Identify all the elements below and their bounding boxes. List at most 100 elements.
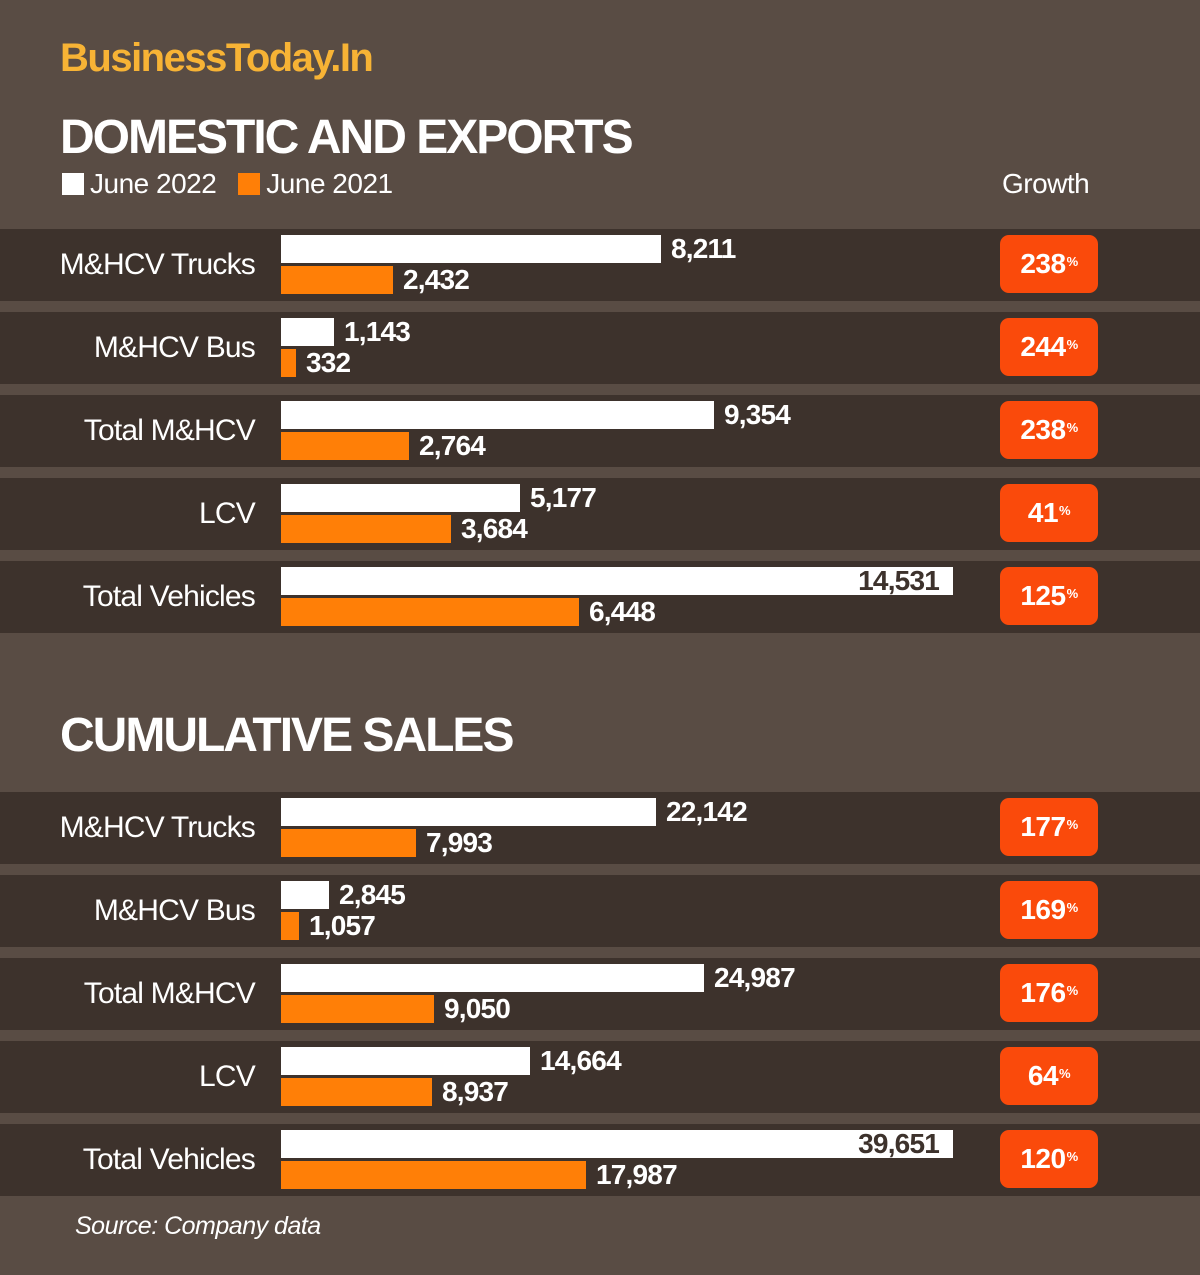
category-label: LCV: [199, 1060, 256, 1093]
growth-badge: 238%: [1000, 401, 1098, 459]
category-label: Total M&HCV: [83, 414, 256, 447]
chart-row-lcv: LCV 14,664 8,937 64%: [0, 1041, 1200, 1113]
growth-unit: %: [1066, 585, 1079, 601]
growth-value: 244: [1020, 331, 1066, 362]
legend-swatch-june-2021: [238, 173, 261, 195]
growth-value: 120: [1020, 1143, 1066, 1174]
value-label-june-2021: 6,448: [589, 596, 656, 627]
legend-label-june-2022: June 2022: [90, 168, 217, 199]
value-label-june-2021: 332: [306, 347, 351, 378]
bar-june-2021: [281, 515, 451, 543]
legend: June 2022 June 2021: [62, 168, 415, 200]
growth-value: 41: [1027, 497, 1059, 528]
bar-june-2021: [281, 912, 299, 940]
growth-value: 238: [1020, 414, 1066, 445]
section-title-domestic-exports: DOMESTIC AND EXPORTS: [60, 111, 634, 164]
value-label-june-2021: 9,050: [444, 993, 511, 1024]
value-label-june-2022: 22,142: [666, 796, 748, 827]
growth-unit: %: [1059, 502, 1071, 518]
growth-unit: %: [1059, 1065, 1071, 1081]
growth-unit: %: [1066, 899, 1079, 915]
value-label-june-2022: 1,143: [344, 316, 411, 347]
growth-badge: 244%: [1000, 318, 1098, 376]
growth-badge: 177%: [1000, 798, 1098, 856]
value-label-june-2021: 7,993: [426, 827, 493, 858]
category-label: Total Vehicles: [82, 580, 256, 613]
legend-item-june-2021: June 2021: [238, 168, 393, 200]
growth-value: 238: [1020, 248, 1066, 279]
category-label: Total Vehicles: [82, 1143, 256, 1176]
bar-june-2021: [281, 1078, 432, 1106]
bar-june-2022: [281, 1047, 530, 1075]
growth-unit: %: [1066, 1148, 1079, 1164]
growth-unit: %: [1066, 982, 1079, 998]
legend-swatch-june-2022: [62, 173, 84, 195]
bar-june-2021: [281, 349, 296, 377]
growth-value: 64: [1027, 1060, 1059, 1091]
bar-june-2022: [281, 567, 953, 595]
growth-badge: 238%: [1000, 235, 1098, 293]
category-label: LCV: [199, 497, 256, 530]
growth-value: 177: [1020, 811, 1066, 842]
growth-value: 169: [1020, 894, 1066, 925]
value-label-june-2022: 39,651: [858, 1128, 940, 1159]
value-label-june-2022: 9,354: [724, 399, 791, 430]
growth-badge: 169%: [1000, 881, 1098, 939]
growth-unit: %: [1066, 419, 1079, 435]
chart-row-total-mhcv: Total M&HCV 24,987 9,050 176%: [0, 958, 1200, 1030]
bar-june-2022: [281, 798, 656, 826]
growth-badge: 120%: [1000, 1130, 1098, 1188]
category-label: M&HCV Bus: [93, 331, 256, 364]
chart-row-total-vehicles: Total Vehicles 39,651 17,987 120%: [0, 1124, 1200, 1196]
value-label-june-2021: 17,987: [596, 1159, 678, 1190]
value-label-june-2022: 8,211: [671, 233, 736, 264]
chart-row-total-vehicles: Total Vehicles 14,531 6,448 125%: [0, 561, 1200, 633]
bar-june-2021: [281, 1161, 586, 1189]
value-label-june-2022: 14,664: [540, 1045, 622, 1076]
growth-value: 176: [1020, 977, 1066, 1008]
chart-row-total-mhcv: Total M&HCV 9,354 2,764 238%: [0, 395, 1200, 467]
value-label-june-2021: 1,057: [309, 910, 376, 941]
value-label-june-2022: 5,177: [530, 482, 597, 513]
legend-item-june-2022: June 2022: [62, 168, 217, 200]
bar-june-2022: [281, 318, 334, 346]
category-label: M&HCV Trucks: [59, 811, 256, 844]
growth-unit: %: [1066, 336, 1079, 352]
bar-june-2022: [281, 235, 661, 263]
growth-badge: 64%: [1000, 1047, 1098, 1105]
value-label-june-2022: 24,987: [714, 962, 796, 993]
growth-badge: 41%: [1000, 484, 1098, 542]
growth-header: Growth: [1002, 168, 1090, 199]
chart-row-mhcv-bus: M&HCV Bus 2,845 1,057 169%: [0, 875, 1200, 947]
value-label-june-2021: 2,764: [419, 430, 486, 461]
category-label: M&HCV Bus: [93, 894, 256, 927]
bar-june-2022: [281, 964, 704, 992]
bar-june-2022: [281, 484, 520, 512]
category-label: Total M&HCV: [83, 977, 256, 1010]
legend-label-june-2021: June 2021: [266, 168, 393, 199]
bar-june-2021: [281, 432, 409, 460]
chart-row-mhcv-bus: M&HCV Bus 1,143 332 244%: [0, 312, 1200, 384]
growth-badge: 176%: [1000, 964, 1098, 1022]
section-title-cumulative-sales: CUMULATIVE SALES: [60, 709, 514, 762]
bar-june-2021: [281, 995, 434, 1023]
growth-value: 125: [1020, 580, 1066, 611]
bar-june-2022: [281, 401, 714, 429]
bar-june-2022: [281, 1130, 953, 1158]
value-label-june-2021: 2,432: [403, 264, 470, 295]
bar-june-2021: [281, 829, 416, 857]
growth-badge: 125%: [1000, 567, 1098, 625]
value-label-june-2021: 3,684: [461, 513, 528, 544]
value-label-june-2021: 8,937: [442, 1076, 509, 1107]
bar-june-2021: [281, 598, 579, 626]
growth-unit: %: [1066, 253, 1079, 269]
category-label: M&HCV Trucks: [59, 248, 256, 281]
chart-row-lcv: LCV 5,177 3,684 41%: [0, 478, 1200, 550]
source-note: Source: Company data: [75, 1212, 321, 1240]
bar-june-2022: [281, 881, 329, 909]
chart-row-mhcv-trucks: M&HCV Trucks 22,142 7,993 177%: [0, 792, 1200, 864]
brand-logo: BusinessToday.In: [60, 36, 374, 80]
value-label-june-2022: 14,531: [858, 565, 940, 596]
value-label-june-2022: 2,845: [339, 879, 406, 910]
growth-unit: %: [1066, 816, 1079, 832]
